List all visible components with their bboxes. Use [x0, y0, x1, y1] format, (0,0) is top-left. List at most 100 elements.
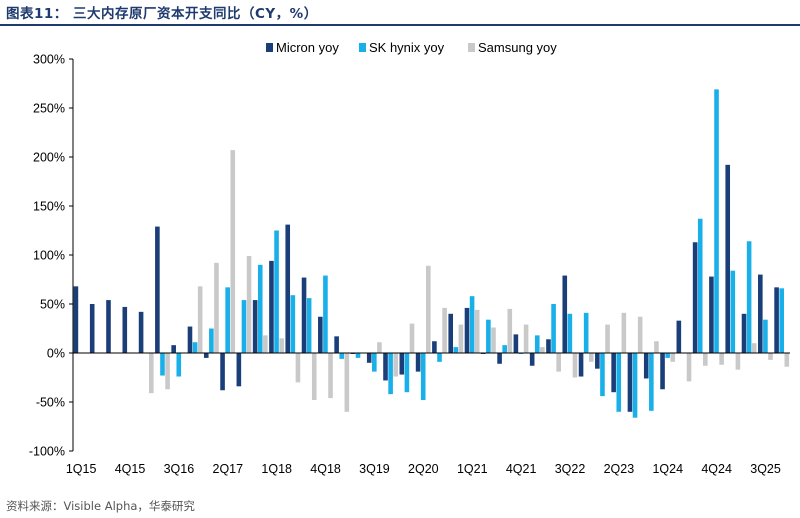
bar-micron-yoy-1Q22: [529, 353, 535, 366]
bar-sk-hynix-yoy-4Q25: [779, 288, 784, 353]
bar-samsung-yoy-4Q17: [263, 335, 268, 353]
bar-sk-hynix-yoy-1Q20: [404, 353, 410, 393]
bar-micron-yoy-1Q24: [660, 353, 665, 390]
bar-sk-hynix-yoy-4Q24: [714, 89, 719, 353]
bar-samsung-yoy-1Q16: [148, 353, 154, 394]
bar-samsung-yoy-4Q24: [719, 353, 724, 365]
bars-group: [73, 89, 790, 418]
bar-samsung-yoy-1Q24: [670, 353, 676, 362]
bar-samsung-yoy-2Q18: [295, 353, 301, 383]
bar-samsung-yoy-3Q20: [442, 307, 447, 353]
bar-sk-hynix-yoy-3Q23: [632, 353, 638, 418]
x-axis: 1Q15 4Q15 3Q16 2Q17 1Q18 4Q18 3Q19 2Q20 1Q21 4Q21…: [66, 352, 790, 476]
legend-label: Micron yoy: [276, 40, 339, 55]
bar-sk-hynix-yoy-2Q17: [225, 287, 230, 353]
x-tick-label: 3Q25: [750, 462, 781, 476]
bar-micron-yoy-1Q23: [595, 353, 600, 369]
bar-samsung-yoy-2Q20: [426, 265, 431, 353]
bar-micron-yoy-1Q20: [399, 353, 405, 375]
bar-micron-yoy-3Q23: [627, 353, 633, 412]
bar-micron-yoy-4Q23: [643, 353, 649, 379]
bar-samsung-yoy-3Q25: [768, 353, 773, 360]
bar-micron-yoy-2Q18: [285, 224, 291, 353]
bar-micron-yoy-1Q15: [73, 286, 79, 353]
bar-samsung-yoy-2Q16: [165, 353, 170, 390]
bar-sk-hynix-yoy-1Q19: [339, 353, 345, 359]
bar-sk-hynix-yoy-3Q17: [241, 300, 247, 353]
bar-samsung-yoy-2Q21: [491, 327, 496, 353]
bar-samsung-yoy-1Q20: [409, 323, 415, 353]
bar-samsung-yoy-3Q21: [507, 308, 513, 353]
x-tick-label: 1Q21: [457, 462, 488, 476]
bar-sk-hynix-yoy-1Q17: [209, 328, 214, 353]
x-tick-label: 3Q19: [359, 462, 390, 476]
chart-title: 图表11： 三大内存原厂资本开支同比（CY，%）: [6, 6, 318, 22]
bar-sk-hynix-yoy-4Q18: [323, 275, 328, 353]
y-tick-label: 100%: [33, 249, 65, 263]
x-tick-label: 1Q18: [261, 462, 292, 476]
bar-samsung-yoy-1Q23: [605, 324, 610, 353]
bar-chart: -100% -50% 0% 50% 100% 150% 200% 250% 300% 1Q15 4…: [29, 40, 790, 476]
bar-samsung-yoy-1Q17: [214, 262, 219, 353]
bar-micron-yoy-4Q21: [513, 334, 519, 353]
source-note: 资料来源：Visible Alpha，华泰研究: [6, 499, 195, 513]
bar-samsung-yoy-4Q22: [588, 353, 594, 362]
y-tick-label: 150%: [33, 200, 65, 214]
bar-sk-hynix-yoy-3Q24: [697, 218, 703, 353]
bar-micron-yoy-4Q20: [448, 313, 453, 353]
legend-swatch-sk-hynix-yoy: [359, 43, 366, 52]
bar-micron-yoy-4Q19: [383, 353, 388, 381]
bar-samsung-yoy-4Q20: [458, 324, 464, 353]
x-tick-label: 3Q16: [164, 462, 195, 476]
bar-micron-yoy-3Q19: [366, 353, 372, 363]
bar-micron-yoy-1Q19: [334, 336, 339, 353]
bar-micron-yoy-3Q25: [758, 274, 763, 353]
bar-samsung-yoy-2Q22: [556, 353, 561, 372]
bar-sk-hynix-yoy-3Q20: [437, 353, 442, 362]
bar-micron-yoy-2Q22: [546, 339, 551, 353]
bar-micron-yoy-3Q24: [692, 242, 698, 353]
bar-samsung-yoy-2Q25: [751, 343, 757, 353]
bar-micron-yoy-3Q20: [432, 341, 437, 353]
bar-micron-yoy-1Q18: [269, 260, 274, 353]
x-tick-label: 3Q22: [555, 462, 586, 476]
legend-label: SK hynix yoy: [369, 40, 445, 55]
bar-sk-hynix-yoy-2Q18: [290, 295, 296, 353]
bar-sk-hynix-yoy-2Q21: [486, 319, 491, 353]
bar-sk-hynix-yoy-4Q17: [257, 264, 263, 353]
bar-micron-yoy-4Q18: [318, 316, 323, 353]
x-tick-label: 2Q17: [213, 462, 244, 476]
legend-swatch-micron-yoy: [266, 43, 273, 52]
bar-micron-yoy-1Q16: [138, 311, 144, 353]
bar-samsung-yoy-4Q19: [393, 353, 399, 377]
bar-sk-hynix-yoy-4Q23: [649, 353, 654, 411]
bar-sk-hynix-yoy-3Q19: [372, 353, 377, 372]
title-divider: [0, 24, 800, 26]
bar-sk-hynix-yoy-4Q16: [192, 342, 198, 353]
bar-micron-yoy-2Q24: [676, 320, 682, 353]
bar-sk-hynix-yoy-1Q18: [274, 230, 279, 353]
y-axis: -100% -50% 0% 50% 100% 150% 200% 250% 300%: [29, 53, 74, 459]
bar-sk-hynix-yoy-2Q20: [420, 353, 426, 401]
bar-sk-hynix-yoy-3Q25: [763, 319, 768, 353]
bar-samsung-yoy-1Q22: [540, 347, 545, 353]
legend-label: Samsung yoy: [478, 40, 557, 55]
bar-micron-yoy-2Q20: [415, 353, 421, 372]
y-tick-label: 200%: [33, 151, 65, 165]
bar-micron-yoy-3Q16: [171, 345, 176, 353]
bar-micron-yoy-1Q17: [203, 353, 209, 358]
y-tick-label: 0%: [47, 347, 65, 361]
bar-sk-hynix-yoy-1Q21: [469, 296, 475, 353]
x-tick-label: 4Q18: [310, 462, 341, 476]
bar-micron-yoy-3Q17: [236, 353, 242, 387]
x-tick-label: 4Q21: [506, 462, 537, 476]
bar-samsung-yoy-4Q25: [784, 353, 790, 367]
bar-micron-yoy-4Q15: [122, 306, 128, 353]
x-tick-label: 4Q24: [701, 462, 732, 476]
bar-sk-hynix-yoy-2Q19: [355, 353, 361, 358]
bar-sk-hynix-yoy-1Q24: [665, 353, 670, 358]
bar-samsung-yoy-2Q24: [686, 353, 692, 382]
x-tick-label: 2Q23: [604, 462, 635, 476]
bar-samsung-yoy-4Q21: [523, 324, 529, 353]
bar-samsung-yoy-3Q18: [311, 353, 317, 401]
